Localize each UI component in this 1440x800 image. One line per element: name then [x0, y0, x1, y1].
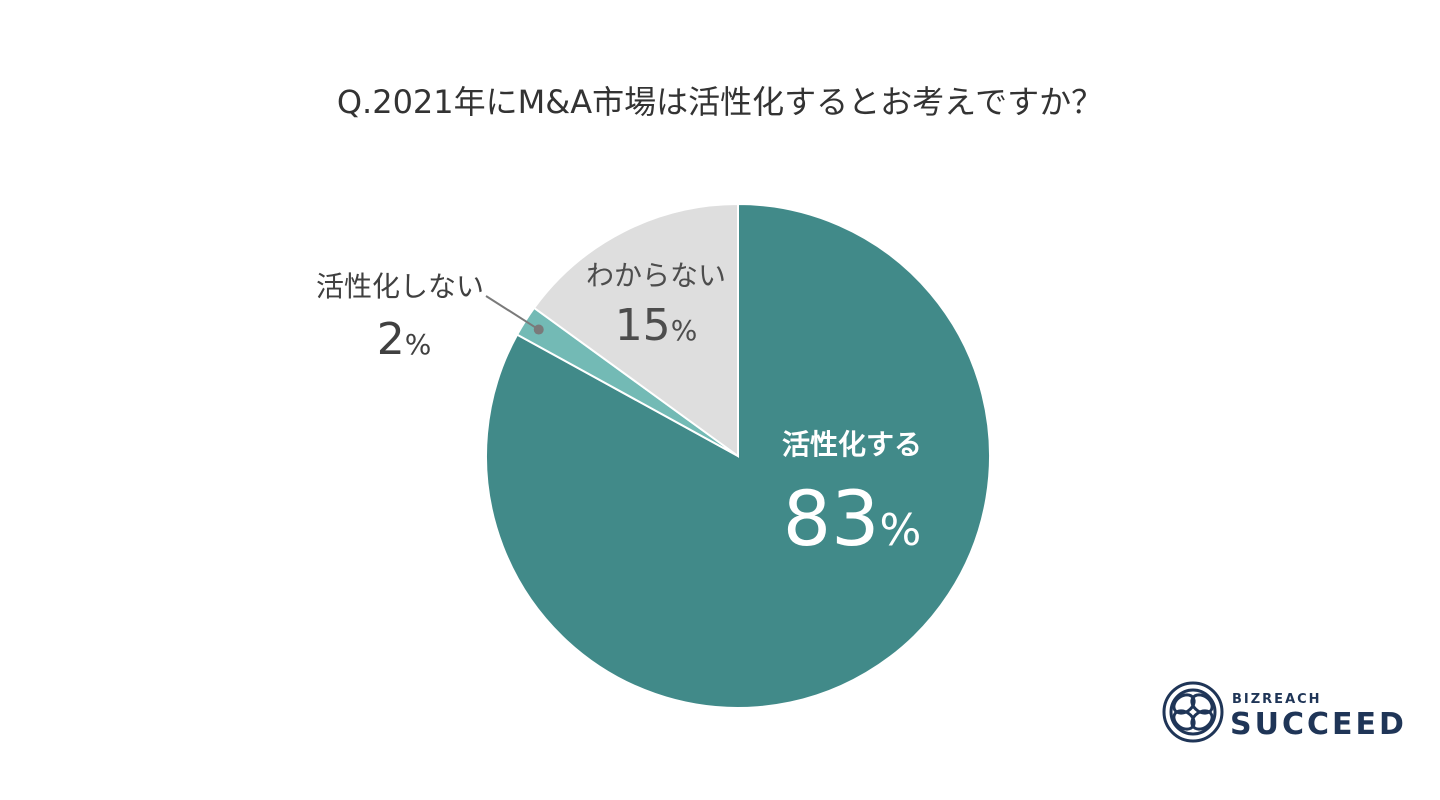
leader-line: [485, 295, 540, 331]
slice-label-3: わからない: [586, 259, 726, 292]
pie-slice-3: [532, 202, 739, 458]
leader-dot: [533, 324, 544, 335]
logo-top-text: BIZREACH: [1232, 692, 1322, 707]
slice-value-1: 83%: [783, 474, 922, 563]
slice-label-1: 活性化する: [782, 428, 922, 461]
logo-bottom-text: SUCCEED: [1230, 707, 1407, 742]
bizreach-succeed-logo: BIZREACH SUCCEED: [1162, 681, 1407, 743]
chart-title: Q.2021年にM&A市場は活性化するとお考えですか？: [337, 83, 1103, 121]
slice-label-2: 活性化しない: [316, 270, 484, 303]
pie-labels: 活性化する 83% 活性化しない 2% わからない 15%: [316, 259, 922, 563]
slice-value-2: 2%: [377, 314, 432, 365]
interlocking-loops-icon: [1162, 681, 1224, 743]
pie-chart: [485, 202, 991, 709]
slice-value-3: 15%: [615, 300, 698, 351]
